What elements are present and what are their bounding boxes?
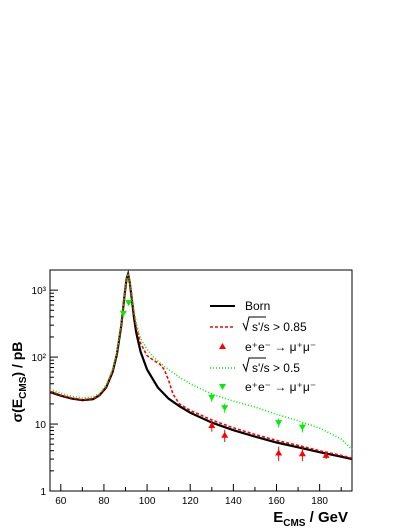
x-axis-title-sub: CMS — [283, 518, 306, 529]
legend-05-label: s'/s > 0.5 — [252, 361, 300, 375]
legend-05-mumu-label: e⁺e⁻ → μ⁺μ⁻ — [245, 380, 316, 394]
mumu_085-marker — [322, 451, 330, 458]
mumu_085-marker — [275, 449, 283, 456]
x-tick-label: 140 — [225, 496, 242, 507]
y-tick-label: 10³ — [32, 286, 47, 297]
series-sqrt085-line — [49, 272, 353, 459]
x-tick-label: 100 — [139, 496, 156, 507]
legend-085-mumu-label: e⁺e⁻ → μ⁺μ⁻ — [245, 340, 316, 354]
plot-frame — [49, 269, 353, 492]
x-tick-label: 180 — [311, 496, 328, 507]
mumu_085-marker — [298, 450, 306, 457]
x-axis-title-main: E — [273, 509, 283, 526]
y-axis-title-post: ) / pB — [9, 342, 25, 377]
mumu_05-marker — [208, 394, 216, 401]
curves — [49, 269, 353, 461]
y-axis: 1 10 10² 10³ — [32, 269, 58, 498]
x-tick-label: 120 — [182, 496, 199, 507]
y-tick-label: 10 — [35, 420, 47, 431]
legend-085-marker-icon — [219, 343, 226, 349]
y-tick-label: 1 — [40, 487, 46, 498]
x-axis-title-rest: / GeV — [305, 509, 348, 526]
x-tick-label: 160 — [268, 496, 285, 507]
y-axis-title-sub: CMS — [18, 376, 29, 399]
legend-05-sqrt-icon — [242, 357, 266, 373]
y-axis-title: σ(ECMS) / pB — [9, 342, 29, 423]
mumu_05-marker — [298, 424, 306, 431]
x-tick-label: 60 — [55, 496, 67, 507]
mumu_085-marker — [208, 422, 216, 429]
data-markers — [119, 300, 330, 462]
legend-05-marker-icon — [219, 384, 226, 390]
legend-085-label: s'/s > 0.85 — [252, 320, 307, 334]
mumu_05-marker — [275, 420, 283, 427]
mumu_05-marker — [119, 310, 127, 317]
mumu_05-marker — [125, 300, 133, 307]
legend: Born s'/s > 0.85 e⁺e⁻ → μ⁺μ⁻ s'/s > 0.5 … — [210, 299, 316, 394]
y-axis-title-pre: σ(E — [9, 399, 25, 423]
x-tick-label: 80 — [98, 496, 110, 507]
mumu_085-marker — [221, 431, 229, 438]
x-axis: 60 80 100 120 140 160 180 — [55, 484, 342, 507]
x-axis-title: ECMS / GeV — [273, 509, 348, 529]
legend-085-sqrt-icon — [242, 316, 266, 332]
y-tick-label: 10² — [32, 353, 47, 364]
series-sqrt05-line — [49, 271, 353, 450]
mumu_05-marker — [221, 405, 229, 412]
series-Born-line — [49, 269, 353, 461]
legend-born-label: Born — [245, 299, 270, 313]
